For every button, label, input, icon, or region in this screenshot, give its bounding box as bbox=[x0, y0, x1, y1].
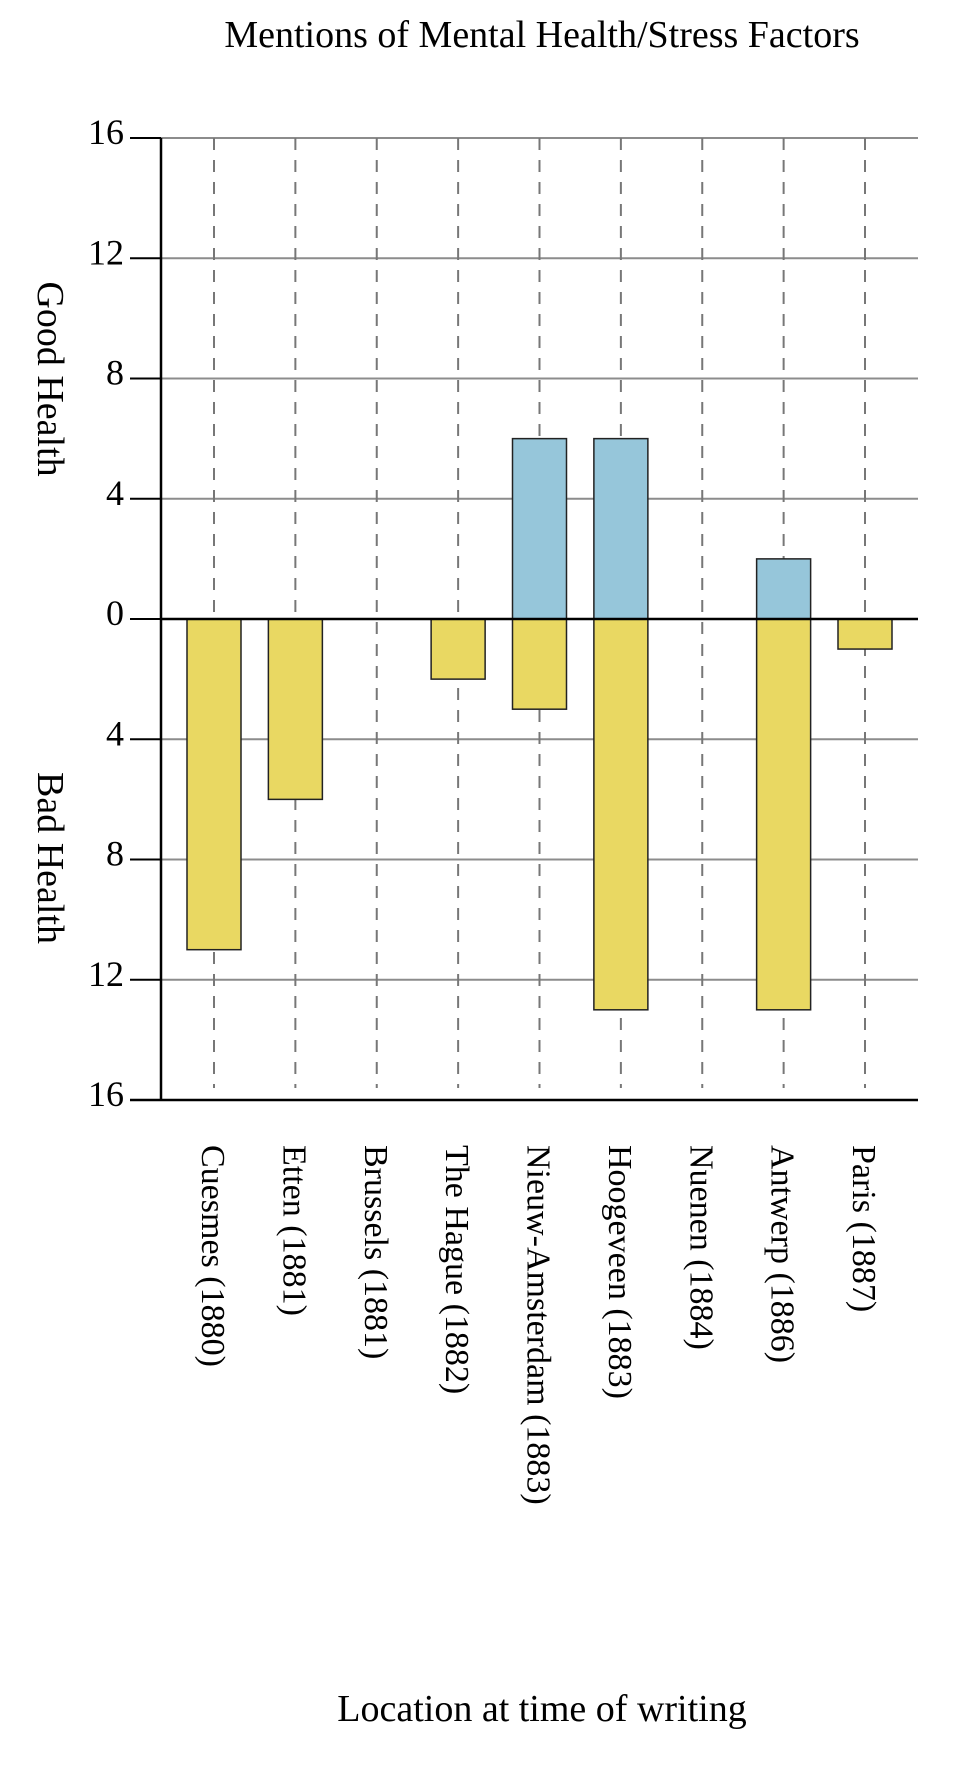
bar-good-health bbox=[755, 558, 812, 620]
x-tick-label: Nieuw-Amsterdam (1883) bbox=[520, 1145, 557, 1505]
x-axis-label: Location at time of writing bbox=[337, 1688, 746, 1730]
bar-good-health bbox=[593, 437, 649, 620]
x-tick-label: Paris (1887) bbox=[845, 1145, 882, 1312]
x-tick-label: Cuesmes (1880) bbox=[194, 1145, 231, 1367]
y-tick-label: 8 bbox=[106, 353, 124, 393]
y-tick-label: 16 bbox=[88, 1074, 124, 1114]
x-tick-label: Antwerp (1886) bbox=[764, 1145, 801, 1363]
bar-bad-health bbox=[511, 618, 568, 710]
y-tick-label: 8 bbox=[106, 834, 124, 874]
y-tick-label: 16 bbox=[88, 112, 124, 152]
x-tick-label: The Hague (1882) bbox=[438, 1145, 475, 1394]
bar-bad-health bbox=[430, 618, 486, 680]
y-axis-label-top: Good Health bbox=[29, 281, 71, 476]
x-tick-label: Brussels (1881) bbox=[357, 1145, 394, 1359]
bar-bad-health bbox=[267, 618, 324, 801]
bar-bad-health bbox=[593, 618, 649, 1011]
x-tick-labels: Cuesmes (1880) Etten (1881) Brussels (1881… bbox=[194, 1145, 882, 1505]
bar-bad-health bbox=[755, 618, 812, 1011]
y-tick-label: 4 bbox=[106, 473, 124, 513]
y-tick-label: 12 bbox=[88, 232, 124, 272]
x-tick-label: Hoogeveen (1883) bbox=[601, 1145, 638, 1399]
y-ticks: 16 12 8 4 0 4 8 12 16 bbox=[88, 112, 161, 1114]
bar-good-health bbox=[511, 437, 568, 620]
x-tick-label: Nuenen (1884) bbox=[682, 1145, 719, 1350]
y-axis-label-bottom: Bad Health bbox=[29, 772, 71, 944]
y-tick-label: 0 bbox=[106, 593, 124, 633]
bar-bad-health bbox=[837, 618, 893, 650]
y-tick-label: 12 bbox=[88, 954, 124, 994]
x-tick-label: Etten (1881) bbox=[275, 1145, 312, 1316]
bar-bad-health bbox=[186, 618, 242, 951]
bars bbox=[186, 437, 893, 1011]
y-tick-label: 4 bbox=[106, 713, 124, 753]
chart-title: Mentions of Mental Health/Stress Factors bbox=[224, 14, 859, 56]
category-guides bbox=[213, 138, 866, 1088]
